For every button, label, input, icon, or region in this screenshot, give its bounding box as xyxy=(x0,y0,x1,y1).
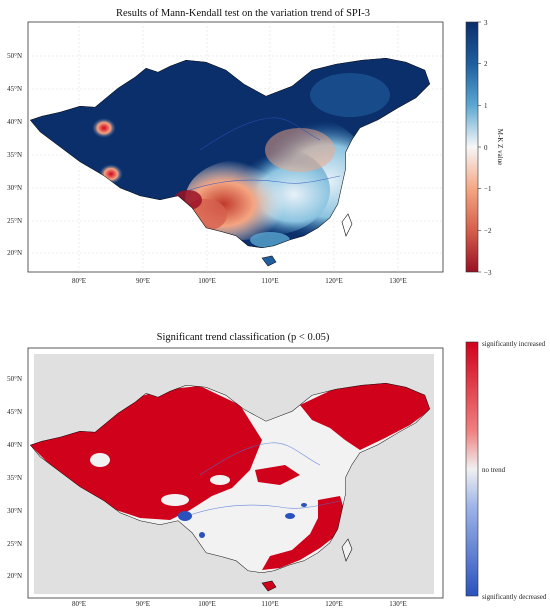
lon-tick-label: 90°E xyxy=(136,277,150,285)
lon-tick-label: 130°E xyxy=(389,600,407,608)
lon-tick-label: 80°E xyxy=(72,277,86,285)
legend-ramp xyxy=(465,341,479,597)
lat-tick-label: 30°N xyxy=(7,184,22,192)
lat-tick-label: 25°N xyxy=(7,217,22,225)
china-border xyxy=(30,58,430,248)
lat-tick-label: 20°N xyxy=(7,572,22,580)
lon-tick-label: 100°E xyxy=(198,277,216,285)
colorbar-tick: 3 xyxy=(484,19,488,27)
lon-tick-label: 90°E xyxy=(136,600,150,608)
lat-axis: 50°N 45°N 40°N 35°N 30°N 25°N 20°N xyxy=(7,52,22,257)
lon-tick-label: 120°E xyxy=(325,600,343,608)
map-title: Significant trend classification (p < 0.… xyxy=(156,332,330,343)
legend-label-increased: significantly increased xyxy=(482,340,546,348)
legend-label-no-trend: no trend xyxy=(482,466,506,474)
lat-tick-label: 40°N xyxy=(7,441,22,449)
hainan-island xyxy=(261,255,277,267)
hainan-island xyxy=(261,580,277,592)
lat-tick-label: 45°N xyxy=(7,85,22,93)
lat-tick-label: 50°N xyxy=(7,375,22,383)
colorbar-tick: 1 xyxy=(484,102,488,110)
colorbar-tick: −3 xyxy=(484,269,492,277)
legend-colorbar: significantly increased no trend signifi… xyxy=(465,340,547,601)
lon-tick-label: 100°E xyxy=(198,600,216,608)
colorbar-tick: −1 xyxy=(484,185,492,193)
china-border xyxy=(30,383,430,573)
significance-map: 50°N 45°N 40°N 35°N 30°N 25°N 20°N 80°E … xyxy=(7,340,547,608)
lat-tick-label: 35°N xyxy=(7,474,22,482)
colorbar: 3 2 1 0 −1 −2 −3 M-K Z value xyxy=(465,19,504,277)
lat-tick-label: 20°N xyxy=(7,249,22,257)
lon-axis: 80°E 90°E 100°E 110°E 120°E 130°E xyxy=(72,277,407,285)
legend-label-decreased: significantly decreased xyxy=(482,593,547,601)
lon-axis: 80°E 90°E 100°E 110°E 120°E 130°E xyxy=(72,600,407,608)
rivers xyxy=(189,442,341,516)
lon-tick-label: 110°E xyxy=(261,600,278,608)
map-title: Results of Mann-Kendall test on the vari… xyxy=(116,8,370,19)
mk-test-map: 50°N 45°N 40°N 35°N 30°N 25°N 20°N 80°E … xyxy=(7,19,504,285)
significance-map-panel: Significant trend classification (p < 0.… xyxy=(0,320,550,612)
lon-tick-label: 130°E xyxy=(389,277,407,285)
lat-tick-label: 25°N xyxy=(7,540,22,548)
lon-tick-label: 80°E xyxy=(72,600,86,608)
colorbar-tick: −2 xyxy=(484,227,492,235)
lon-tick-label: 110°E xyxy=(261,277,278,285)
colorbar-tick: 2 xyxy=(484,60,488,68)
lat-tick-label: 45°N xyxy=(7,408,22,416)
colorbar-label: M-K Z value xyxy=(496,129,504,166)
mk-test-map-panel: Results of Mann-Kendall test on the vari… xyxy=(0,0,550,300)
lat-tick-label: 40°N xyxy=(7,118,22,126)
rivers xyxy=(189,117,341,191)
lat-tick-label: 35°N xyxy=(7,151,22,159)
lat-tick-label: 30°N xyxy=(7,507,22,515)
colorbar-tick: 0 xyxy=(484,144,488,152)
lat-tick-label: 50°N xyxy=(7,52,22,60)
taiwan-island xyxy=(341,213,353,237)
colorbar-ramp xyxy=(465,21,479,273)
lon-tick-label: 120°E xyxy=(325,277,343,285)
taiwan-island xyxy=(341,538,353,562)
lat-axis: 50°N 45°N 40°N 35°N 30°N 25°N 20°N xyxy=(7,375,22,580)
